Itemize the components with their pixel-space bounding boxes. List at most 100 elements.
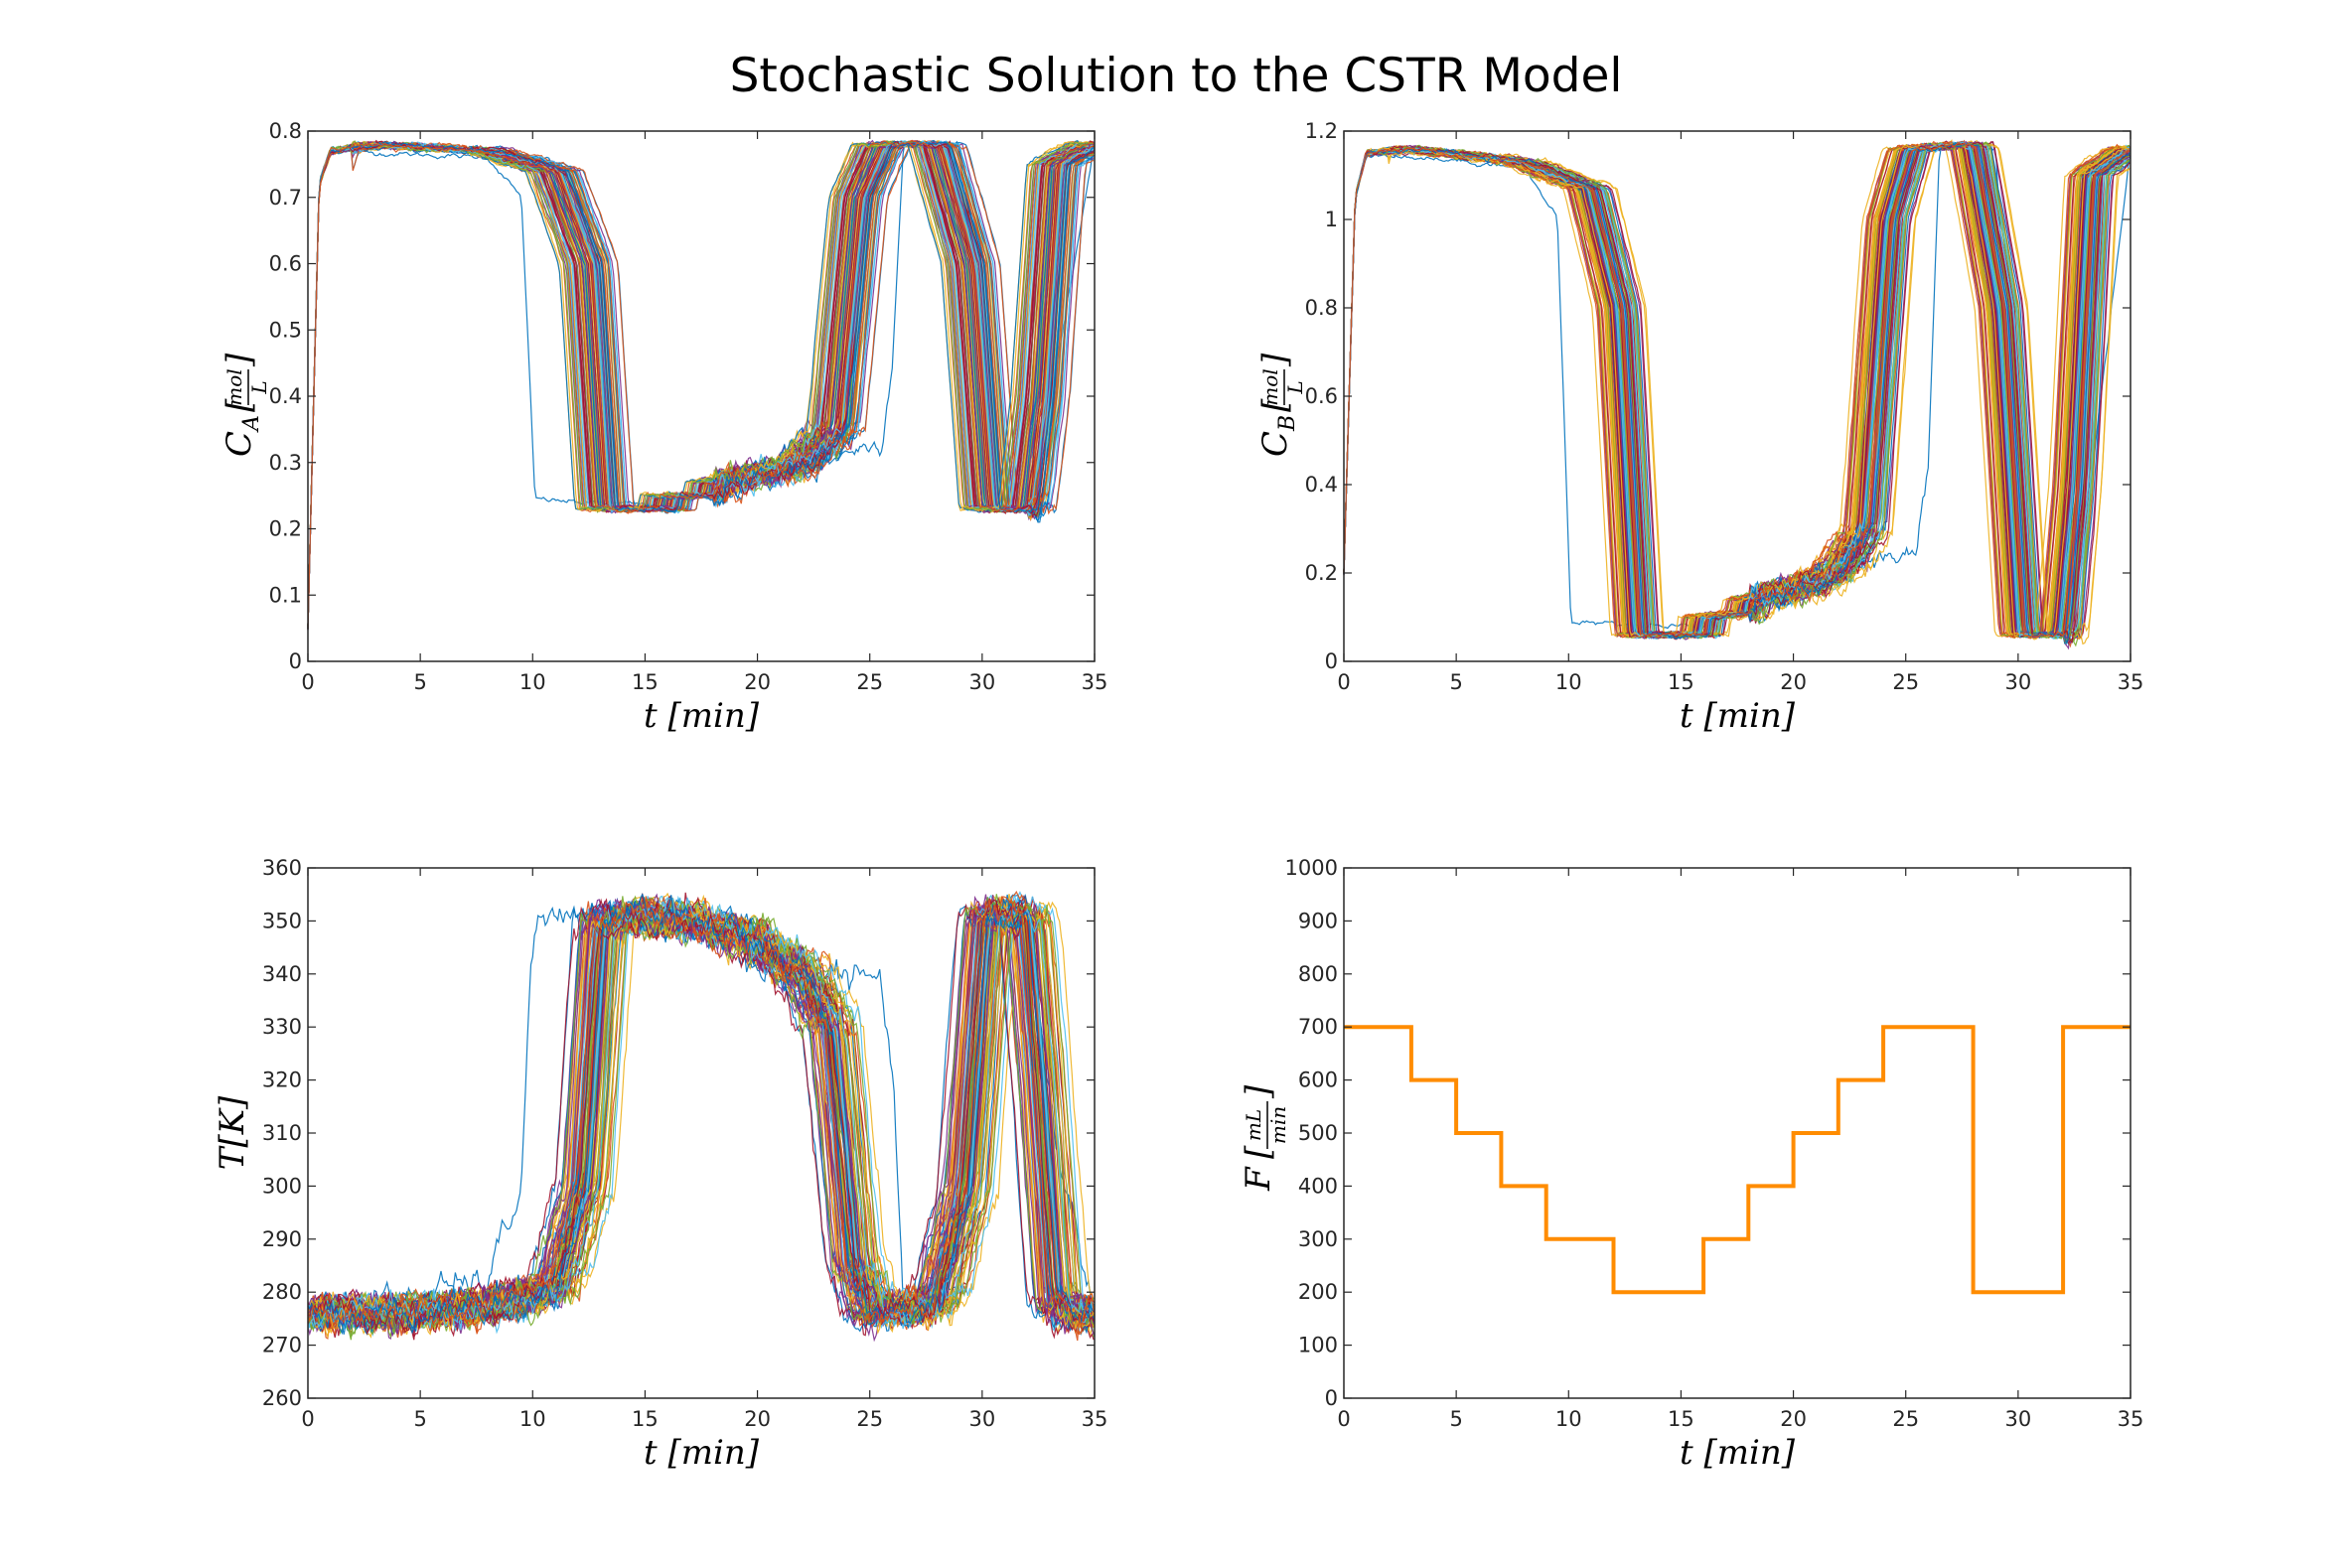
x-tick-label: 30 bbox=[968, 670, 995, 694]
y-tick-label: 1000 bbox=[1285, 856, 1338, 880]
y-tick-label: 340 bbox=[262, 962, 302, 986]
svg-text:mol: mol bbox=[222, 368, 246, 405]
svg-text:[: [ bbox=[1239, 1145, 1278, 1159]
temp-ticks: 0 5 10 15 20 25 30 35 260 270 280 290 300 310 320 330 34… bbox=[262, 856, 1107, 1431]
svg-text:mL: mL bbox=[1242, 1109, 1265, 1141]
x-tick-label: 10 bbox=[1555, 1407, 1582, 1431]
y-tick-label: 0.7 bbox=[269, 186, 302, 210]
x-tick-label: 35 bbox=[1082, 670, 1108, 694]
realization-line bbox=[1343, 142, 2131, 641]
x-tick-label: 20 bbox=[744, 1407, 771, 1431]
y-tick-label: 0.8 bbox=[1305, 296, 1338, 320]
x-tick-label: 30 bbox=[2004, 1407, 2031, 1431]
flow-lines bbox=[1344, 1025, 2131, 1295]
y-tick-label: 0.3 bbox=[269, 451, 302, 475]
y-tick-label: 280 bbox=[262, 1280, 302, 1304]
y-tick-label: 320 bbox=[262, 1069, 302, 1092]
y-tick-label: 1.2 bbox=[1305, 119, 1338, 143]
x-tick-label: 0 bbox=[1337, 670, 1350, 694]
y-tick-label: 0 bbox=[1325, 649, 1338, 673]
flow-rate-line bbox=[1344, 1025, 2131, 1295]
x-tick-label: 20 bbox=[744, 670, 771, 694]
figure-title: Stochastic Solution to the CSTR Model bbox=[730, 49, 1623, 103]
y-tick-label: 100 bbox=[1298, 1334, 1338, 1357]
cb-ticks: 0 5 10 15 20 25 30 35 0 0.2 0.4 0.6 0.8 1 1.2 bbox=[1305, 119, 2144, 694]
svg-text:[: [ bbox=[220, 398, 259, 412]
x-tick-label: 35 bbox=[1082, 1407, 1108, 1431]
realization-line bbox=[307, 899, 1095, 1342]
x-tick-label: 5 bbox=[1449, 670, 1462, 694]
cb-xlabel: t [min] bbox=[1680, 696, 1796, 736]
cb-lines bbox=[1343, 139, 2131, 650]
x-tick-label: 20 bbox=[1780, 1407, 1807, 1431]
x-tick-label: 25 bbox=[1892, 1407, 1919, 1431]
svg-text:]: ] bbox=[1239, 1084, 1278, 1099]
ca-ylabel: CA [ mol L ] bbox=[220, 353, 271, 457]
x-tick-label: 0 bbox=[301, 1407, 314, 1431]
ca-lines bbox=[307, 139, 1095, 631]
y-tick-label: 330 bbox=[262, 1015, 302, 1039]
y-tick-label: 360 bbox=[262, 856, 302, 880]
svg-text:]: ] bbox=[220, 353, 259, 367]
y-tick-label: 800 bbox=[1298, 962, 1338, 986]
realization-line bbox=[307, 898, 1095, 1332]
y-tick-label: 600 bbox=[1298, 1069, 1338, 1092]
y-tick-label: 900 bbox=[1298, 909, 1338, 932]
x-tick-label: 10 bbox=[519, 1407, 546, 1431]
svg-text:CA: CA bbox=[220, 415, 264, 457]
temp-ylabel: T[K] bbox=[213, 1095, 252, 1170]
realization-line bbox=[307, 140, 1095, 629]
x-tick-label: 15 bbox=[1668, 1407, 1694, 1431]
y-tick-label: 290 bbox=[262, 1227, 302, 1251]
y-tick-label: 200 bbox=[1298, 1280, 1338, 1304]
svg-text:min: min bbox=[1266, 1106, 1290, 1144]
x-tick-label: 25 bbox=[856, 670, 883, 694]
y-tick-label: 1 bbox=[1325, 208, 1338, 231]
y-tick-label: 0 bbox=[289, 649, 302, 673]
y-tick-label: 0.1 bbox=[269, 583, 302, 607]
y-tick-label: 300 bbox=[262, 1174, 302, 1198]
flow-ylabel: F [ mL min ] bbox=[1239, 1084, 1290, 1192]
ca-ticks: 0 5 10 15 20 25 30 35 0 0.1 0.2 0.3 0.4 0.5 0.6 0.7 0.8 bbox=[269, 119, 1108, 694]
x-tick-label: 5 bbox=[413, 670, 426, 694]
ca-axes: 0 5 10 15 20 25 30 3500.10.20.30.40.50.60.70.8 … bbox=[220, 119, 1107, 736]
y-tick-label: 300 bbox=[1298, 1227, 1338, 1251]
y-tick-label: 0.4 bbox=[1305, 473, 1338, 497]
svg-text:F: F bbox=[1239, 1166, 1278, 1192]
x-tick-label: 30 bbox=[968, 1407, 995, 1431]
x-tick-label: 0 bbox=[1337, 1407, 1350, 1431]
y-tick-label: 270 bbox=[262, 1334, 302, 1357]
y-tick-label: 0.2 bbox=[1305, 561, 1338, 585]
realization-line bbox=[307, 141, 1095, 630]
y-tick-label: 0.6 bbox=[269, 252, 302, 276]
flow-axes: 0 5 10 15 20 25 30 35 0 100 200 300 400 500 600 700 800 9… bbox=[1239, 856, 2143, 1473]
y-tick-label: 0.4 bbox=[269, 384, 302, 408]
temp-lines bbox=[307, 890, 1095, 1343]
svg-text:L: L bbox=[247, 380, 271, 394]
y-tick-label: 0.5 bbox=[269, 318, 302, 342]
y-tick-label: 0.2 bbox=[269, 517, 302, 541]
x-tick-label: 35 bbox=[2118, 1407, 2144, 1431]
svg-text:]: ] bbox=[1255, 353, 1295, 367]
realization-line bbox=[307, 893, 1095, 1335]
y-tick-label: 400 bbox=[1298, 1174, 1338, 1198]
realization-line bbox=[307, 141, 1095, 630]
svg-text:[: [ bbox=[1255, 398, 1295, 412]
svg-text:L: L bbox=[1283, 380, 1307, 394]
x-tick-label: 15 bbox=[632, 1407, 659, 1431]
y-tick-label: 0.8 bbox=[269, 119, 302, 143]
y-tick-label: 500 bbox=[1298, 1121, 1338, 1145]
y-tick-label: 260 bbox=[262, 1386, 302, 1410]
flow-ticks: 0 5 10 15 20 25 30 35 0 100 200 300 400 500 600 700 800 9… bbox=[1285, 856, 2144, 1431]
x-tick-label: 10 bbox=[519, 670, 546, 694]
svg-text:mol: mol bbox=[1258, 368, 1282, 405]
y-tick-label: 310 bbox=[262, 1121, 302, 1145]
x-tick-label: 5 bbox=[1449, 1407, 1462, 1431]
x-tick-label: 5 bbox=[413, 1407, 426, 1431]
x-tick-label: 10 bbox=[1555, 670, 1582, 694]
x-tick-label: 15 bbox=[1668, 670, 1694, 694]
x-tick-label: 30 bbox=[2004, 670, 2031, 694]
x-tick-label: 15 bbox=[632, 670, 659, 694]
